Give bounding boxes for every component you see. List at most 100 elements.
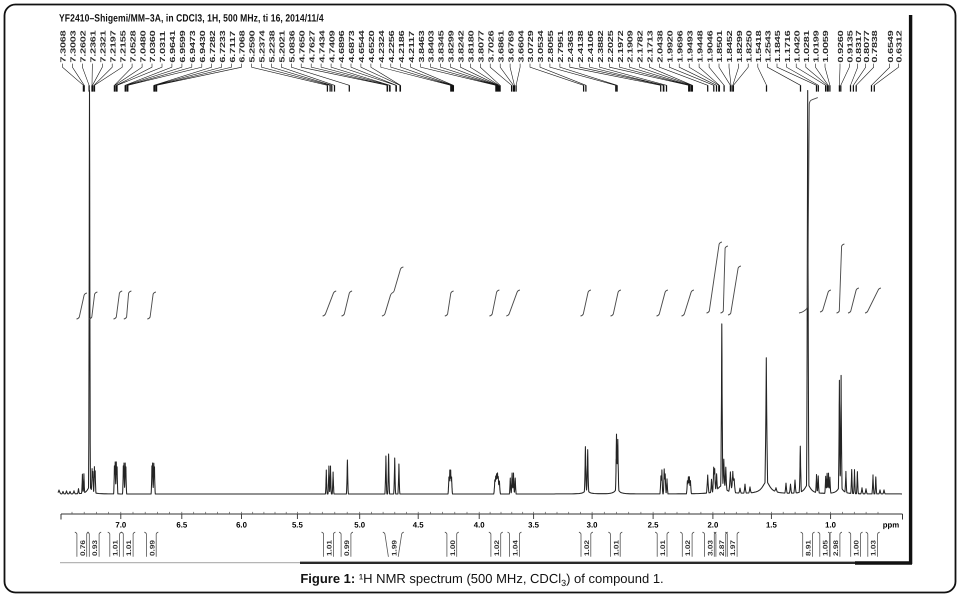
- svg-text:1.2543: 1.2543: [764, 30, 772, 62]
- svg-text:3.7026: 3.7026: [487, 30, 495, 62]
- svg-text:2.0438: 2.0438: [656, 30, 664, 62]
- svg-text:1.0: 1.0: [825, 521, 837, 530]
- svg-text:6.9430: 6.9430: [199, 30, 207, 62]
- svg-text:1.9046: 1.9046: [706, 30, 714, 62]
- svg-text:2.7951: 2.7951: [557, 30, 565, 62]
- svg-text:4.5: 4.5: [413, 521, 425, 530]
- svg-text:4.6520: 4.6520: [368, 30, 376, 62]
- svg-text:1.05: 1.05: [822, 540, 829, 556]
- svg-text:5.5: 5.5: [292, 521, 304, 530]
- svg-text:3.0729: 3.0729: [527, 30, 535, 62]
- svg-text:3.8077: 3.8077: [477, 30, 485, 62]
- svg-text:0.93: 0.93: [91, 540, 98, 556]
- svg-text:6.7068: 6.7068: [239, 30, 247, 62]
- svg-text:4.2186: 4.2186: [398, 30, 406, 62]
- svg-text:4.6544: 4.6544: [358, 30, 366, 62]
- svg-text:2.4106: 2.4106: [587, 30, 595, 62]
- svg-text:1.1845: 1.1845: [774, 30, 782, 62]
- svg-text:7.0480: 7.0480: [139, 30, 147, 62]
- svg-text:0.99: 0.99: [149, 540, 156, 556]
- svg-text:1.1716: 1.1716: [784, 30, 792, 62]
- svg-text:1.00: 1.00: [449, 540, 456, 556]
- svg-text:1.9920: 1.9920: [666, 30, 674, 62]
- svg-text:1.02: 1.02: [583, 540, 590, 556]
- svg-text:3.03: 3.03: [707, 540, 714, 556]
- svg-text:1.9448: 1.9448: [696, 30, 704, 62]
- svg-text:3.5: 3.5: [528, 521, 540, 530]
- svg-text:7.2361: 7.2361: [89, 30, 97, 62]
- svg-text:0.9135: 0.9135: [846, 30, 854, 62]
- svg-text:7.3003: 7.3003: [69, 30, 77, 62]
- svg-text:3.6769: 3.6769: [507, 30, 515, 62]
- svg-text:6.9473: 6.9473: [189, 30, 197, 62]
- svg-text:1.99: 1.99: [391, 540, 398, 556]
- svg-text:7.3068: 7.3068: [60, 30, 68, 62]
- svg-text:4.6896: 4.6896: [338, 30, 346, 62]
- svg-text:1.04: 1.04: [512, 540, 519, 556]
- svg-text:1.0199: 1.0199: [812, 30, 820, 62]
- svg-text:7.0311: 7.0311: [159, 31, 167, 63]
- svg-text:7.2197: 7.2197: [109, 30, 117, 62]
- svg-text:7.2602: 7.2602: [79, 30, 87, 62]
- svg-text:0.6549: 0.6549: [887, 30, 895, 62]
- svg-text:4.0: 4.0: [474, 521, 486, 530]
- svg-text:1.0281: 1.0281: [803, 30, 811, 62]
- svg-text:7.0528: 7.0528: [129, 30, 137, 62]
- svg-text:4.7650: 4.7650: [298, 30, 306, 62]
- svg-text:3.8242: 3.8242: [457, 30, 465, 62]
- svg-text:1.8452: 1.8452: [726, 30, 734, 62]
- svg-text:5.0836: 5.0836: [288, 30, 296, 62]
- svg-text:2.2025: 2.2025: [607, 30, 615, 62]
- svg-text:2.4138: 2.4138: [577, 30, 585, 62]
- svg-text:3.6861: 3.6861: [497, 30, 505, 62]
- svg-text:2.1713: 2.1713: [646, 30, 654, 62]
- svg-text:3.8403: 3.8403: [428, 30, 436, 62]
- svg-text:0.8317: 0.8317: [855, 30, 863, 62]
- svg-text:5.2374: 5.2374: [258, 30, 266, 62]
- svg-text:3.8463: 3.8463: [418, 30, 426, 62]
- svg-text:2.8055: 2.8055: [547, 30, 555, 62]
- svg-text:4.6873: 4.6873: [348, 30, 356, 62]
- svg-text:4.7627: 4.7627: [308, 30, 316, 62]
- svg-text:1.02: 1.02: [684, 540, 691, 556]
- svg-text:3.8345: 3.8345: [438, 30, 446, 62]
- svg-text:4.2324: 4.2324: [378, 30, 386, 62]
- svg-text:7.0360: 7.0360: [149, 30, 157, 62]
- svg-text:1.5: 1.5: [766, 521, 778, 530]
- svg-text:6.7282: 6.7282: [209, 30, 217, 62]
- svg-text:7.2155: 7.2155: [119, 30, 127, 62]
- svg-text:1.01: 1.01: [326, 540, 333, 556]
- svg-text:5.0: 5.0: [354, 521, 366, 530]
- svg-text:ppm: ppm: [883, 521, 900, 530]
- svg-text:2.0: 2.0: [707, 521, 719, 530]
- svg-text:2.87: 2.87: [718, 540, 725, 556]
- svg-text:Figure 1: ¹H NMR spectrum (500: Figure 1: ¹H NMR spectrum (500 MHz, CDCl…: [300, 571, 663, 588]
- svg-text:5.2238: 5.2238: [268, 30, 276, 62]
- svg-text:2.3882: 2.3882: [597, 30, 605, 62]
- svg-text:0.9260: 0.9260: [837, 30, 845, 62]
- svg-text:1.01: 1.01: [112, 540, 119, 556]
- svg-text:7.2321: 7.2321: [99, 30, 107, 62]
- svg-text:7.0: 7.0: [115, 521, 127, 530]
- svg-text:1.8501: 1.8501: [716, 30, 724, 62]
- svg-text:6.5: 6.5: [176, 521, 188, 530]
- svg-text:1.00: 1.00: [853, 540, 860, 556]
- svg-text:1.8299: 1.8299: [736, 30, 744, 62]
- svg-text:0.8077: 0.8077: [863, 30, 871, 62]
- svg-text:1.5418: 1.5418: [755, 30, 763, 62]
- svg-text:1.01: 1.01: [659, 540, 666, 556]
- svg-text:8.91: 8.91: [805, 540, 812, 556]
- svg-text:1.9493: 1.9493: [686, 30, 694, 62]
- svg-text:5.2590: 5.2590: [249, 30, 257, 62]
- svg-text:6.9599: 6.9599: [179, 30, 187, 62]
- svg-text:3.6604: 3.6604: [517, 30, 525, 62]
- svg-text:0.99: 0.99: [343, 540, 350, 556]
- svg-text:2.1972: 2.1972: [617, 30, 625, 62]
- svg-text:3.0: 3.0: [587, 521, 599, 530]
- svg-text:2.1782: 2.1782: [637, 30, 645, 62]
- svg-text:6.9641: 6.9641: [169, 30, 177, 62]
- svg-text:1.8250: 1.8250: [745, 30, 753, 62]
- svg-text:2.1909: 2.1909: [627, 30, 635, 62]
- svg-text:0.7838: 0.7838: [871, 30, 879, 62]
- svg-text:1.01: 1.01: [613, 540, 620, 556]
